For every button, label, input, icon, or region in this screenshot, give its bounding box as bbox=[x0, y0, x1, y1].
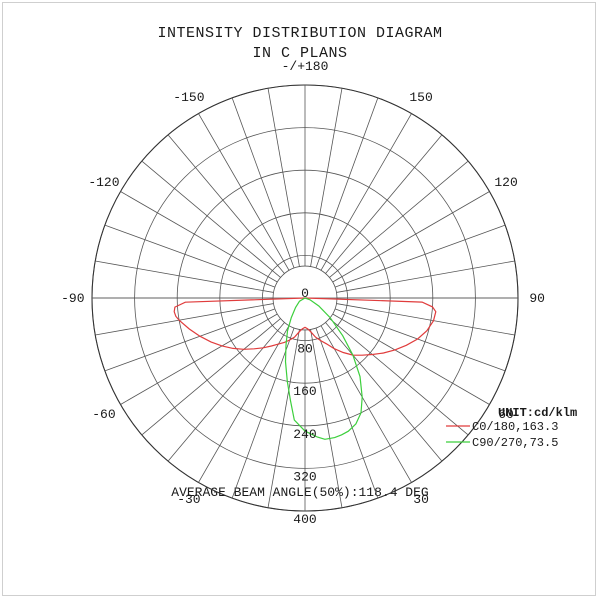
radial-tick-label: 0 bbox=[301, 286, 309, 301]
grid-spoke bbox=[320, 113, 412, 271]
grid-spoke bbox=[320, 325, 412, 483]
grid-spoke bbox=[336, 260, 515, 293]
grid-spoke bbox=[332, 313, 490, 405]
radial-tick-label: 160 bbox=[293, 384, 316, 399]
grid-spoke bbox=[231, 327, 295, 499]
series-curve-1 bbox=[284, 297, 363, 440]
grid-spoke bbox=[329, 160, 469, 278]
grid-spoke bbox=[267, 329, 300, 508]
angle-label: 60 bbox=[498, 407, 514, 422]
radial-tick-label: 240 bbox=[293, 427, 316, 442]
grid-spoke bbox=[104, 224, 276, 288]
grid-spoke bbox=[332, 191, 490, 283]
legend-unit-label: UNIT:cd/klm bbox=[498, 406, 577, 420]
grid-spoke bbox=[334, 308, 506, 372]
angle-label: -60 bbox=[92, 407, 115, 422]
angle-label: -30 bbox=[177, 492, 200, 507]
angle-label: -120 bbox=[88, 175, 119, 190]
grid-spoke bbox=[167, 134, 285, 274]
grid-spoke bbox=[267, 88, 300, 267]
angle-label: 30 bbox=[413, 492, 429, 507]
grid-spoke bbox=[95, 303, 274, 336]
angle-label: -/+180 bbox=[282, 59, 329, 74]
chart-title-line2: IN C PLANS bbox=[252, 45, 348, 62]
radial-tick-label: 320 bbox=[293, 469, 316, 484]
angle-label: -90 bbox=[61, 291, 84, 306]
grid-spoke bbox=[334, 224, 506, 288]
angle-label: 150 bbox=[409, 90, 432, 105]
grid-spoke bbox=[198, 325, 290, 483]
grid-spoke bbox=[325, 134, 443, 274]
angle-label: 90 bbox=[529, 291, 545, 306]
grid-spoke bbox=[198, 113, 290, 271]
grid-spoke bbox=[329, 318, 469, 436]
grid-spoke bbox=[95, 260, 274, 293]
grid-spoke bbox=[325, 322, 443, 462]
radial-tick-label: 400 bbox=[293, 512, 316, 527]
grid-spoke bbox=[310, 329, 343, 508]
grid-spoke bbox=[141, 318, 281, 436]
radial-tick-label: 80 bbox=[297, 342, 313, 357]
polar-grid bbox=[91, 84, 519, 512]
series-layer bbox=[173, 297, 437, 440]
series-curve-0 bbox=[173, 297, 437, 356]
grid-spoke bbox=[336, 303, 515, 336]
grid-spoke bbox=[120, 191, 278, 283]
grid-spoke bbox=[310, 88, 343, 267]
legend-entry: C90/270,73.5 bbox=[472, 436, 558, 450]
angle-labels: -/+180 150 120 90 60 30 -30 -60 -90 -120 -150 bbox=[61, 59, 545, 507]
radial-labels: 0 80 160 240 320 400 bbox=[293, 286, 316, 527]
grid-spoke bbox=[315, 327, 379, 499]
legend-entry: C0/180,163.3 bbox=[472, 420, 558, 434]
chart-title-line1: INTENSITY DISTRIBUTION DIAGRAM bbox=[157, 25, 443, 42]
grid-spoke bbox=[167, 322, 285, 462]
grid-spoke bbox=[104, 308, 276, 372]
grid-spoke bbox=[120, 313, 278, 405]
grid-spoke bbox=[231, 97, 295, 269]
angle-label: -150 bbox=[173, 90, 204, 105]
grid-spoke bbox=[141, 160, 281, 278]
grid-spoke bbox=[315, 97, 379, 269]
angle-label: 120 bbox=[494, 175, 517, 190]
